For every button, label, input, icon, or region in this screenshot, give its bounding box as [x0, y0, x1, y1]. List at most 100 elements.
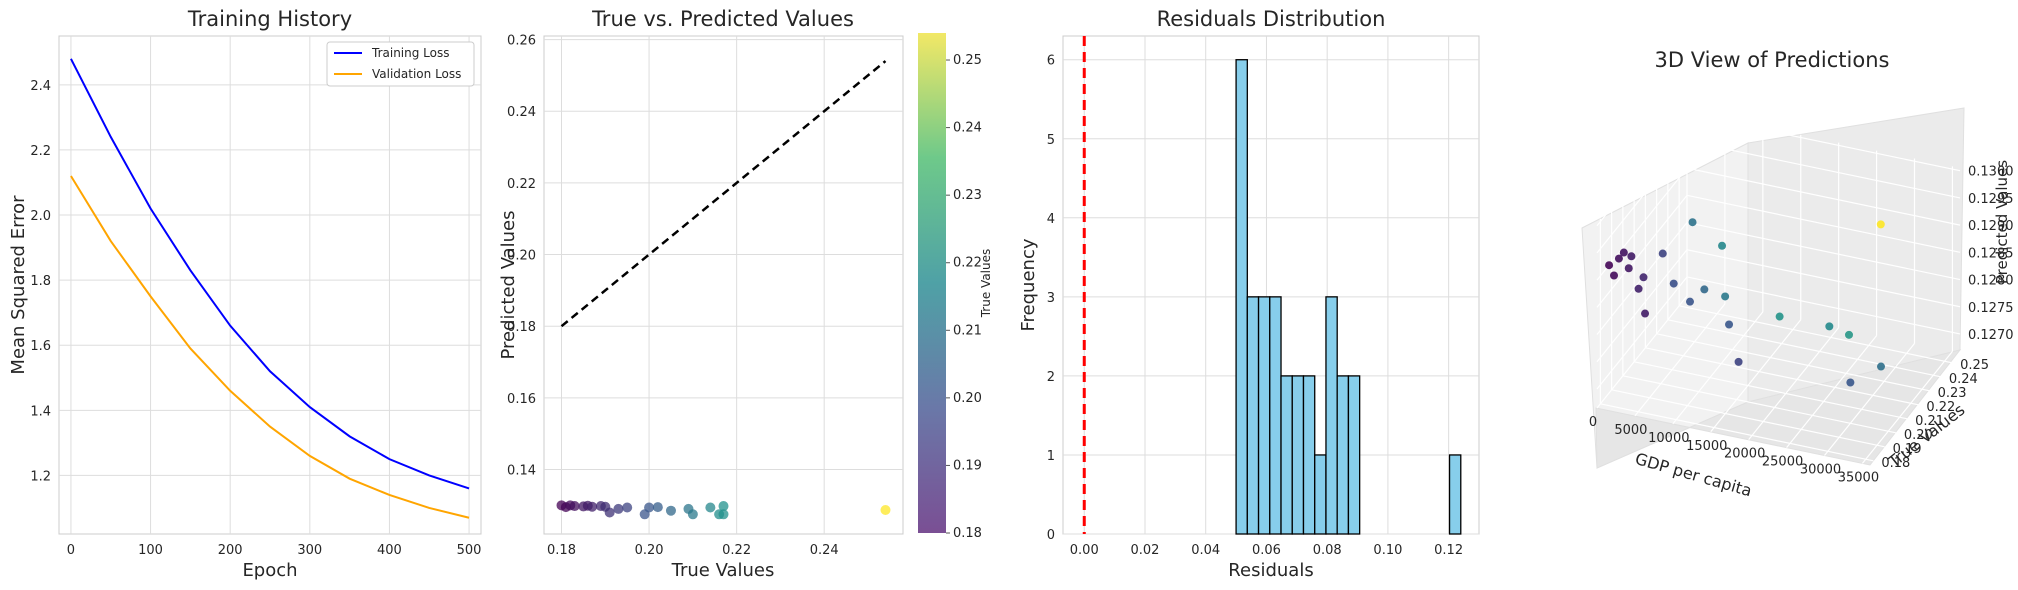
histogram-bar	[1280, 375, 1293, 535]
x-tick-label: 300	[297, 543, 322, 558]
scatter-point-3d	[1627, 252, 1636, 261]
z-tick-label: 0.1270	[1968, 328, 2014, 343]
y-tick-label: 0.25	[1960, 358, 1989, 373]
training-history-xticks: 0 100 200 300 400 500	[67, 543, 482, 558]
scatter-point-3d	[1825, 322, 1834, 331]
y-tick-label: 0.22	[507, 177, 536, 192]
grid-line-3d	[1686, 113, 1961, 172]
scatter-point-3d	[1686, 297, 1694, 306]
legend-label-training-loss: Training Loss	[371, 46, 449, 60]
scatter-point	[718, 509, 729, 520]
scatter-point-3d	[1877, 362, 1885, 371]
x-tick-label: 0.08	[1313, 543, 1342, 558]
grid-line-3d	[1686, 194, 1961, 253]
grid-line-3d	[1634, 361, 1908, 420]
colorbar-tick-label: 0.21	[953, 323, 982, 338]
grid-line-3d	[1596, 140, 1688, 254]
x-tick-label: 10000	[1648, 431, 1689, 446]
y-tick-label: 2	[1047, 370, 1055, 385]
scatter-point-3d	[1734, 357, 1743, 366]
scatter-point-3d	[1605, 261, 1614, 270]
colorbar-ticks: 0.18 0.19 0.20 0.21 0.22 0.23 0.24 0.25	[946, 53, 982, 541]
training-history-xlabel: Epoch	[242, 560, 297, 581]
scatter-point	[705, 502, 716, 513]
series-line	[70, 58, 470, 490]
colorbar-tick-label: 0.23	[953, 188, 982, 203]
3d-grid	[1596, 111, 1961, 464]
y-tick-label: 1.6	[30, 339, 51, 354]
x-tick-label: 100	[138, 543, 163, 558]
histogram-bar	[1325, 296, 1338, 535]
colorbar-tick-label: 0.25	[953, 53, 982, 68]
histogram-bar	[1347, 375, 1361, 535]
scatter-point-3d	[1688, 218, 1697, 227]
true-vs-predicted-grid	[544, 36, 903, 534]
3d-title: 3D View of Predictions	[1655, 48, 1890, 72]
training-history-panel: 0 100 200 300 400 500 1.2 1.4 1.6 1.8 2.0 2.2 2.4 T…	[8, 7, 482, 581]
scatter-point-3d	[1700, 285, 1709, 294]
true-vs-predicted-points	[556, 500, 891, 520]
scatter-point	[644, 502, 655, 513]
scatter-point-3d	[1639, 273, 1648, 282]
histogram-bar	[1302, 375, 1316, 535]
scatter-point-3d	[1775, 312, 1784, 321]
x-tick-label: 200	[218, 543, 243, 558]
histogram-bar	[1314, 454, 1327, 535]
y-tick-label: 0.18	[1881, 456, 1910, 471]
z-tick-label: 0.1300	[1968, 165, 2014, 180]
z-tick-label: 0.1280	[1968, 274, 2014, 289]
histogram-bar	[1257, 296, 1271, 535]
scatter-point-3d	[1845, 330, 1853, 339]
3d-points	[1605, 218, 1885, 387]
histogram-bar	[1246, 296, 1260, 535]
z-tick-label: 0.1295	[1968, 192, 2014, 207]
legend-box	[326, 41, 475, 87]
scatter-point-3d	[1619, 248, 1628, 257]
identity-line	[560, 60, 887, 328]
grid-line-3d	[1596, 194, 1688, 308]
y-tick-label: 5	[1047, 133, 1055, 148]
scatter-point	[587, 501, 598, 512]
scatter-point	[652, 502, 663, 513]
training-history-axes	[58, 35, 482, 535]
x-tick-label: 0	[67, 543, 75, 558]
training-history-legend: Training Loss Validation Loss	[326, 41, 475, 87]
y-tick-label: 0.26	[507, 34, 536, 49]
y-tick-label: 0.19	[1893, 442, 1922, 457]
colorbar-tick-label: 0.22	[953, 256, 982, 271]
x-tick-label: 20000	[1724, 447, 1765, 462]
x-tick-label: 0.04	[1191, 543, 1220, 558]
grid-line-3d	[1686, 221, 1961, 281]
scatter-point	[880, 504, 891, 515]
x-tick-label: 0	[1589, 415, 1597, 430]
grid-line-3d	[1600, 403, 1874, 462]
x-tick-label: 0.02	[1131, 543, 1160, 558]
grid-line-3d	[1611, 389, 1885, 448]
identity-dashed-line	[560, 60, 887, 328]
y-tick-label: 1	[1047, 449, 1055, 464]
y-tick-label: 0.23	[1938, 386, 1967, 401]
residuals-panel: 0.00 0.02 0.04 0.06 0.08 0.10 0.12 0 1 2 3 4 5 6 Res…	[1018, 7, 1480, 581]
scatter-point	[718, 501, 729, 512]
y-tick-label: 2.2	[30, 144, 51, 159]
grid-line-3d	[1622, 375, 1896, 434]
y-tick-label: 0.18	[507, 320, 536, 335]
x-tick-label: 400	[377, 543, 402, 558]
y-tick-label: 0.22	[1926, 400, 1955, 415]
3d-zlabel: Predicted Values	[1993, 160, 2011, 284]
y-tick-label: 0.20	[507, 249, 536, 264]
true-vs-predicted-axes	[543, 35, 904, 535]
colorbar-label: True Values	[979, 249, 993, 319]
colorbar-tick-label: 0.19	[953, 458, 982, 473]
x-tick-label: 0.10	[1373, 543, 1402, 558]
grid-line-3d	[1686, 167, 1961, 226]
scatter-point-3d	[1658, 249, 1667, 258]
scatter-point-3d	[1641, 309, 1650, 318]
true-vs-predicted-xlabel: True Values	[671, 560, 775, 581]
y-tick-label: 0	[1047, 528, 1055, 543]
scatter-point-3d	[1610, 271, 1618, 280]
legend-label-validation-loss: Validation Loss	[372, 67, 461, 81]
